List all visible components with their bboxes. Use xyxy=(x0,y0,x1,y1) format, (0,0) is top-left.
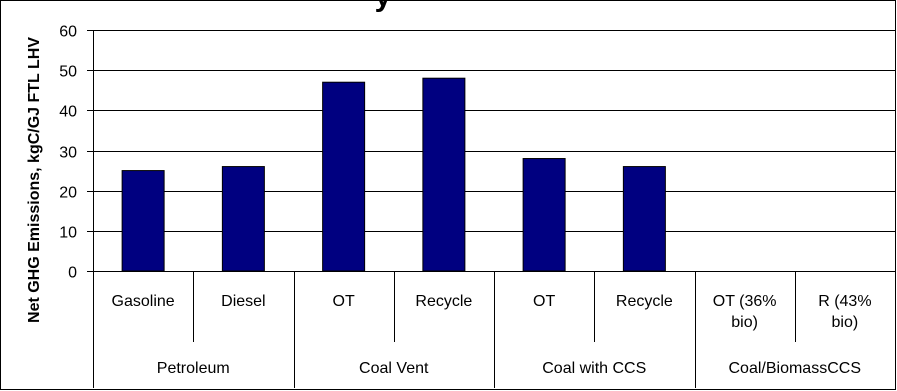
bar xyxy=(221,166,265,272)
x-category-label: Diesel xyxy=(221,293,265,310)
x-category-label: OT xyxy=(533,293,555,310)
x-category-labels: Gasoline Diesel OT Recycle OT Recycle OT (36% b… xyxy=(112,293,872,331)
chart-title: y xyxy=(375,0,392,13)
y-tick-label: 30 xyxy=(59,145,77,162)
bar xyxy=(522,158,566,272)
y-tick-label: 50 xyxy=(59,64,77,81)
bars xyxy=(121,77,666,272)
x-category-label: OT xyxy=(333,293,355,310)
x-group-label: Coal Vent xyxy=(359,360,429,377)
x-group-label: Petroleum xyxy=(157,360,230,377)
y-tick-label: 10 xyxy=(59,225,77,242)
y-tick-labels: 0 10 20 30 40 50 60 xyxy=(59,24,77,282)
x-category-label: bio) xyxy=(731,314,758,331)
y-tick-label: 20 xyxy=(59,185,77,202)
bar xyxy=(622,166,666,272)
y-tick-label: 0 xyxy=(68,265,77,282)
y-axis-label: Net GHG Emissions, kgC/GJ FTL LHV xyxy=(26,37,43,323)
x-category-label: Recycle xyxy=(616,293,673,310)
y-tick-label: 60 xyxy=(59,24,77,41)
x-category-label: bio) xyxy=(832,314,859,331)
x-group-label: Coal with CCS xyxy=(542,360,646,377)
gridlines xyxy=(93,30,895,232)
bar xyxy=(322,81,366,272)
x-category-label: Recycle xyxy=(415,293,472,310)
bar xyxy=(422,77,466,272)
x-category-label: OT (36% xyxy=(713,293,777,310)
x-category-label: Gasoline xyxy=(112,293,175,310)
axes xyxy=(87,30,896,388)
x-category-label: R (43% xyxy=(818,293,871,310)
x-group-label: Coal/BiomassCCS xyxy=(729,360,861,377)
y-tick-label: 40 xyxy=(59,104,77,121)
x-group-labels: Petroleum Coal Vent Coal with CCS Coal/Biom… xyxy=(157,360,861,377)
bar xyxy=(121,170,165,272)
